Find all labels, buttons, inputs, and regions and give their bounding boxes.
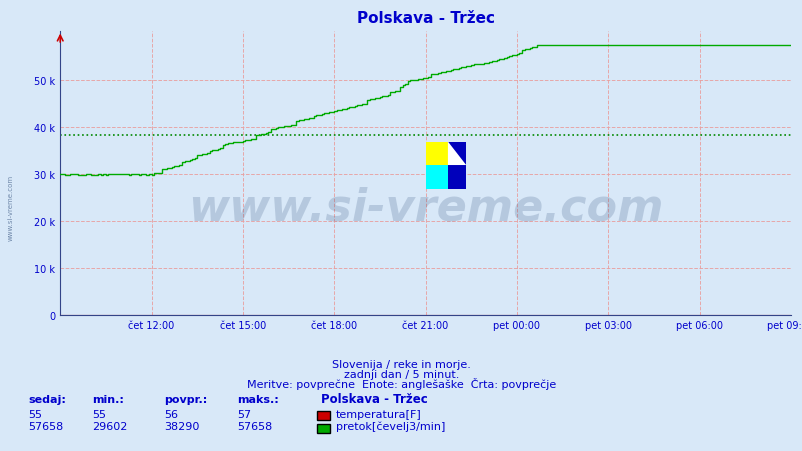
Bar [425,166,448,189]
Text: min.:: min.: [92,394,124,404]
Text: 57658: 57658 [237,421,272,431]
Bar [448,142,466,189]
Text: zadnji dan / 5 minut.: zadnji dan / 5 minut. [343,369,459,379]
Text: maks.:: maks.: [237,394,278,404]
Text: 29602: 29602 [92,421,128,431]
Text: sedaj:: sedaj: [28,394,66,404]
Text: Slovenija / reke in morje.: Slovenija / reke in morje. [332,359,470,369]
Text: 57658: 57658 [28,421,63,431]
Text: www.si-vreme.com: www.si-vreme.com [188,186,662,229]
Polygon shape [448,142,466,166]
Title: Polskava - Tržec: Polskava - Tržec [356,11,494,26]
Text: 38290: 38290 [164,421,200,431]
Text: Meritve: povprečne  Enote: anglešaške  Črta: povprečje: Meritve: povprečne Enote: anglešaške Črt… [246,377,556,389]
Text: temperatura[F]: temperatura[F] [335,409,421,419]
Text: pretok[čevelj3/min]: pretok[čevelj3/min] [335,421,444,431]
Text: 55: 55 [92,409,106,419]
Text: 55: 55 [28,409,42,419]
Text: povpr.:: povpr.: [164,394,208,404]
Text: www.si-vreme.com: www.si-vreme.com [7,175,14,240]
Text: Polskava - Tržec: Polskava - Tržec [321,392,427,405]
Bar [425,142,448,166]
Text: 57: 57 [237,409,251,419]
Text: 56: 56 [164,409,178,419]
